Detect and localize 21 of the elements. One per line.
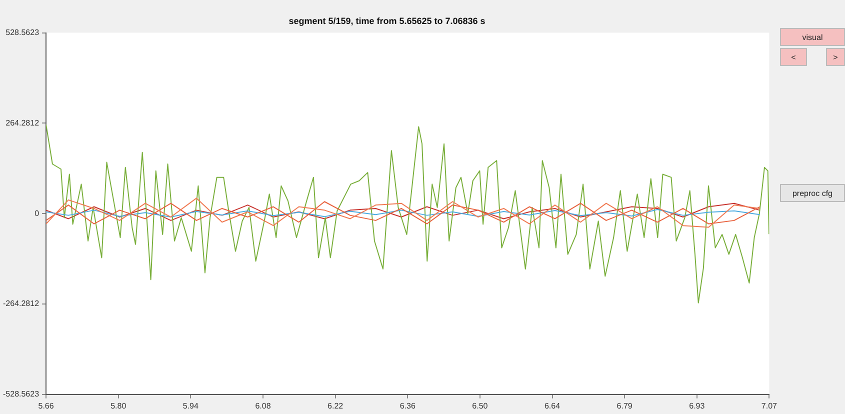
x-tick-label: 5.80 bbox=[110, 401, 127, 410]
y-tick-label: -528.5623 bbox=[3, 390, 40, 399]
y-tick-label: 0 bbox=[34, 208, 40, 218]
x-tick-label: 6.08 bbox=[255, 401, 272, 410]
x-tick-label: 6.93 bbox=[689, 401, 706, 410]
x-tick-label: 6.36 bbox=[400, 401, 416, 410]
previous-button: < bbox=[780, 48, 807, 66]
next-button: > bbox=[826, 48, 845, 66]
x-tick-label: 6.64 bbox=[544, 401, 561, 410]
y-tick-label: 264.2812 bbox=[6, 118, 40, 128]
x-tick-label: 6.50 bbox=[472, 401, 488, 410]
visual-button: visual bbox=[780, 28, 845, 46]
x-tick-label: 6.22 bbox=[328, 401, 344, 410]
x-tick-label: 5.66 bbox=[38, 401, 54, 410]
x-tick-label: 7.07 bbox=[761, 401, 778, 410]
config-button: preproc cfg bbox=[780, 184, 845, 202]
chart-title: segment 5/159, time from 5.65625 to 7.06836 s bbox=[288, 16, 486, 26]
y-tick-label: -264.2812 bbox=[3, 299, 40, 308]
y-tick-label: 528.5623 bbox=[6, 28, 40, 38]
x-tick-label: 6.79 bbox=[616, 401, 633, 410]
x-tick-label: 5.94 bbox=[182, 401, 199, 410]
